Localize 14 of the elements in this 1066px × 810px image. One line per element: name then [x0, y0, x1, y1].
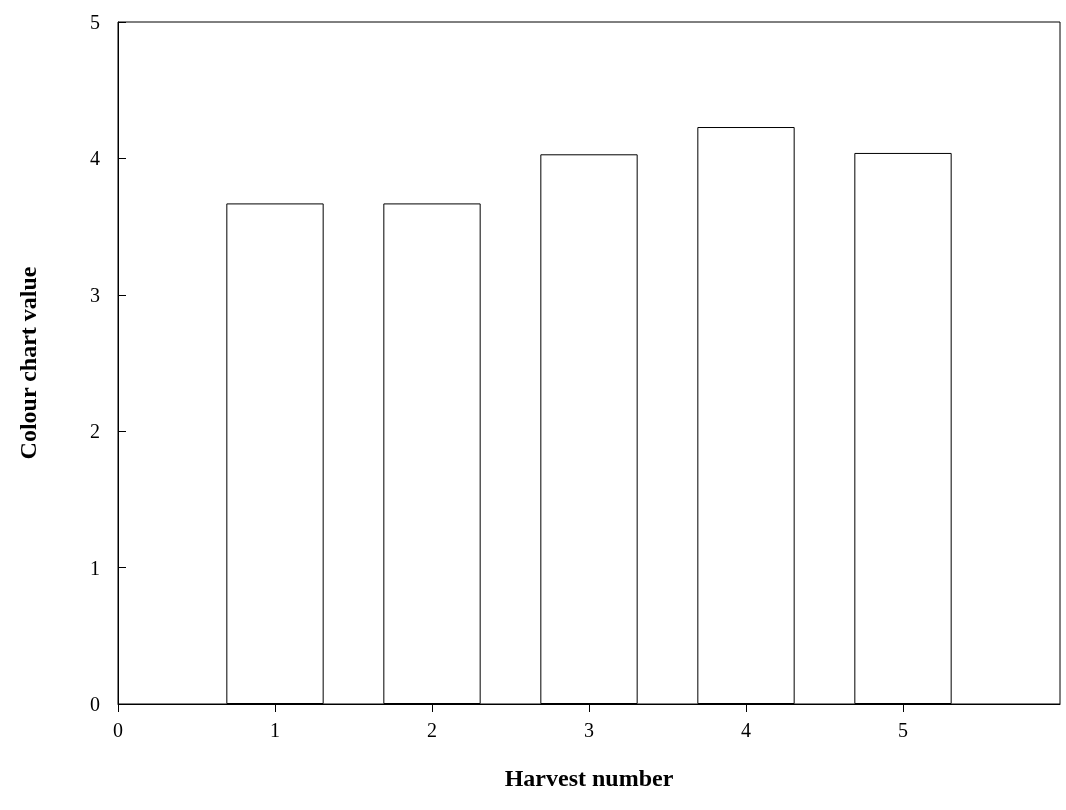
- x-tick-label: 2: [427, 719, 437, 741]
- x-tick-label: 4: [741, 719, 751, 741]
- y-tick-label: 4: [90, 147, 100, 170]
- x-tick-label: 3: [584, 719, 594, 741]
- y-tick-label: 0: [90, 693, 100, 715]
- y-tick-label: 3: [90, 283, 100, 306]
- y-axis-title: Colour chart value: [15, 266, 41, 460]
- x-tick-label: 5: [898, 719, 908, 741]
- y-tick-label: 1: [90, 556, 100, 579]
- x-axis-title: Harvest number: [504, 765, 674, 791]
- y-tick-label: 5: [90, 11, 100, 33]
- x-tick-label: 0: [113, 719, 123, 741]
- y-tick-label: 2: [90, 420, 100, 443]
- x-tick-label: 1: [270, 719, 280, 741]
